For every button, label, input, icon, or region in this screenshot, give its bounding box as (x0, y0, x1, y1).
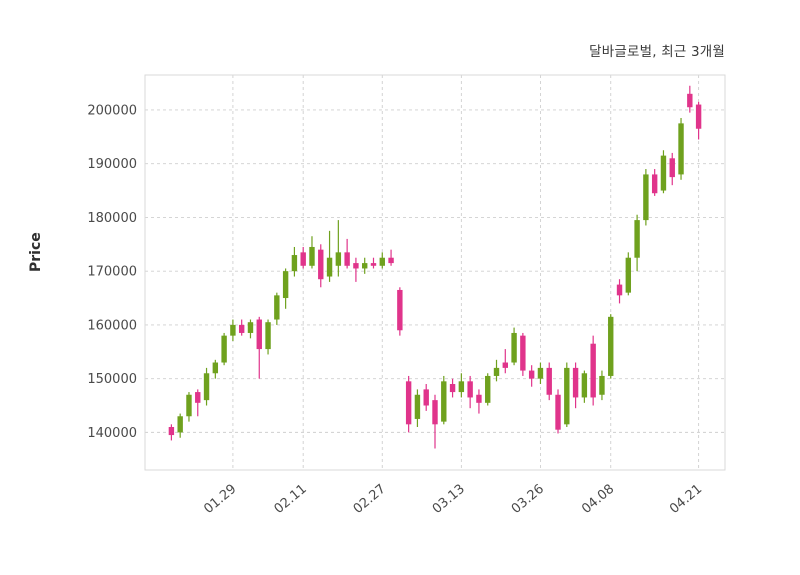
x-tick-label: 02.27 (351, 482, 389, 517)
candle-body-down (168, 427, 175, 436)
candle-body-up (511, 332, 517, 363)
candle-body-down (318, 249, 324, 280)
candle-body-up (678, 123, 684, 175)
candle-body-up (608, 316, 614, 376)
candle-body-down (370, 263, 377, 266)
candle-body-up (643, 174, 649, 221)
y-tick-label: 140000 (87, 426, 137, 441)
candle-body-up (625, 257, 632, 293)
y-tick-label: 200000 (87, 103, 137, 118)
candle-body-up (326, 257, 333, 277)
candle-body-up (414, 394, 421, 419)
candle-body-up (230, 324, 236, 336)
candle-body-down (300, 252, 306, 266)
candle-body-up (274, 295, 280, 320)
candle-body-up (291, 255, 298, 272)
x-tick-label: 01.29 (201, 482, 239, 517)
candle-body-down (590, 343, 596, 398)
x-tick-label: 03.26 (509, 482, 547, 517)
candle-body-up (493, 367, 500, 376)
candle-body-up (177, 416, 183, 433)
candle-body-down (256, 319, 262, 350)
candle-body-down (467, 381, 473, 398)
candle-body-down (397, 289, 403, 331)
y-tick-label: 180000 (87, 211, 137, 226)
candle-body-up (247, 322, 254, 333)
candle-body-up (564, 367, 570, 425)
candle-body-down (388, 257, 394, 264)
candle-body-up (265, 322, 271, 350)
x-tick-label: 04.21 (667, 482, 705, 517)
candle-body-down (353, 263, 359, 269)
candle-body-down (669, 158, 675, 178)
candle-body-down (238, 324, 245, 333)
candle-body-up (379, 257, 385, 266)
candle-body-down (195, 392, 201, 403)
candle-body-up (634, 220, 640, 258)
y-tick-label: 190000 (87, 157, 137, 172)
candle-body-down (616, 284, 623, 296)
candle-body-down (405, 381, 412, 425)
candle-body-down (572, 367, 579, 398)
candle-body-up (537, 367, 544, 379)
candle-body-up (221, 335, 227, 363)
candle-body-up (309, 246, 315, 266)
candle-body-down (423, 389, 429, 406)
x-tick-label: 03.13 (430, 482, 468, 517)
candle-body-up (362, 263, 368, 269)
candle-body-up (212, 362, 219, 374)
candle-body-down (344, 252, 350, 266)
candle-body-down (546, 367, 552, 395)
candle-body-up (186, 394, 192, 417)
candle-body-down (687, 93, 693, 108)
y-tick-label: 150000 (87, 372, 137, 387)
candle-body-down (555, 394, 561, 430)
candle-body-up (203, 373, 210, 401)
candle-body-down (432, 400, 438, 425)
candle-body-down (695, 104, 702, 129)
candle-body-up (335, 252, 342, 266)
candle-body-down (528, 370, 535, 379)
candle-body-up (660, 155, 667, 191)
candle-body-up (282, 271, 289, 299)
candle-body-down (502, 362, 508, 368)
plot-border (144, 74, 726, 471)
chart-title: 달바글로벌, 최근 3개월 (589, 44, 725, 60)
candle-body-up (581, 373, 588, 398)
candle-body-down (520, 335, 526, 371)
x-tick-label: 04.08 (579, 482, 617, 517)
candle-body-up (599, 375, 605, 395)
y-tick-label: 170000 (87, 265, 137, 280)
x-tick-label: 02.11 (272, 482, 310, 517)
candle-body-up (441, 381, 447, 422)
y-tick-label: 160000 (87, 318, 137, 333)
candle-body-down (651, 174, 658, 194)
candle-body-up (485, 375, 491, 403)
candle-body-up (458, 381, 465, 393)
candle-body-down (449, 384, 456, 393)
candle-body-down (476, 394, 482, 403)
